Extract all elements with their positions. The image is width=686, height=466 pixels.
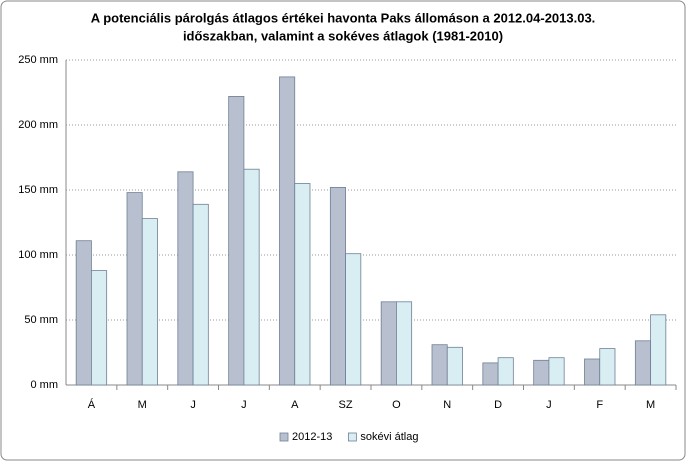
y-tick-label: 0 mm xyxy=(31,379,59,391)
bar xyxy=(141,218,158,386)
x-tick-label: F xyxy=(596,399,603,411)
x-tick-label: SZ xyxy=(339,399,353,411)
x-tick-label: J xyxy=(241,399,247,411)
legend-label: 2012-13 xyxy=(292,431,332,443)
bar xyxy=(192,203,209,386)
x-tick-label: O xyxy=(392,399,401,411)
x-tick-label: M xyxy=(138,399,147,411)
bar xyxy=(431,344,448,386)
bar xyxy=(548,357,565,386)
x-tick-label: J xyxy=(546,399,552,411)
legend-label: sokévi átlag xyxy=(360,431,418,443)
x-tick-label: M xyxy=(646,399,655,411)
y-tick-label: 200 mm xyxy=(18,119,58,131)
bar xyxy=(380,301,397,386)
bar xyxy=(279,76,296,386)
legend-swatch xyxy=(347,432,357,442)
bar xyxy=(497,357,514,386)
bar xyxy=(584,358,601,386)
bar xyxy=(599,348,616,386)
y-tick-label: 150 mm xyxy=(18,184,58,196)
y-tick-label: 50 mm xyxy=(24,314,58,326)
legend-swatch xyxy=(279,432,289,442)
bar xyxy=(446,346,463,386)
bar xyxy=(177,171,194,386)
bar xyxy=(396,301,413,386)
x-tick-label: A xyxy=(291,399,299,411)
bar xyxy=(228,96,245,386)
x-tick-label: Á xyxy=(88,398,96,411)
x-tick-label: N xyxy=(443,399,451,411)
bar xyxy=(126,192,143,386)
bar xyxy=(329,186,346,386)
x-tick-label: J xyxy=(190,399,196,411)
chart-subtitle: időszakban, valamint a sokéves átlagok (… xyxy=(183,28,503,43)
bar xyxy=(294,183,311,386)
chart-title: A potenciális párolgás átlagos értékei h… xyxy=(91,10,596,25)
bar xyxy=(533,359,550,386)
bar xyxy=(91,270,108,386)
bar xyxy=(243,168,260,386)
x-tick-label: D xyxy=(494,399,502,411)
y-tick-label: 250 mm xyxy=(18,54,58,66)
bar xyxy=(634,340,651,386)
y-tick-label: 100 mm xyxy=(18,249,58,261)
bar xyxy=(650,314,667,386)
bar xyxy=(482,362,499,386)
bar xyxy=(345,253,362,386)
bar xyxy=(75,240,92,386)
